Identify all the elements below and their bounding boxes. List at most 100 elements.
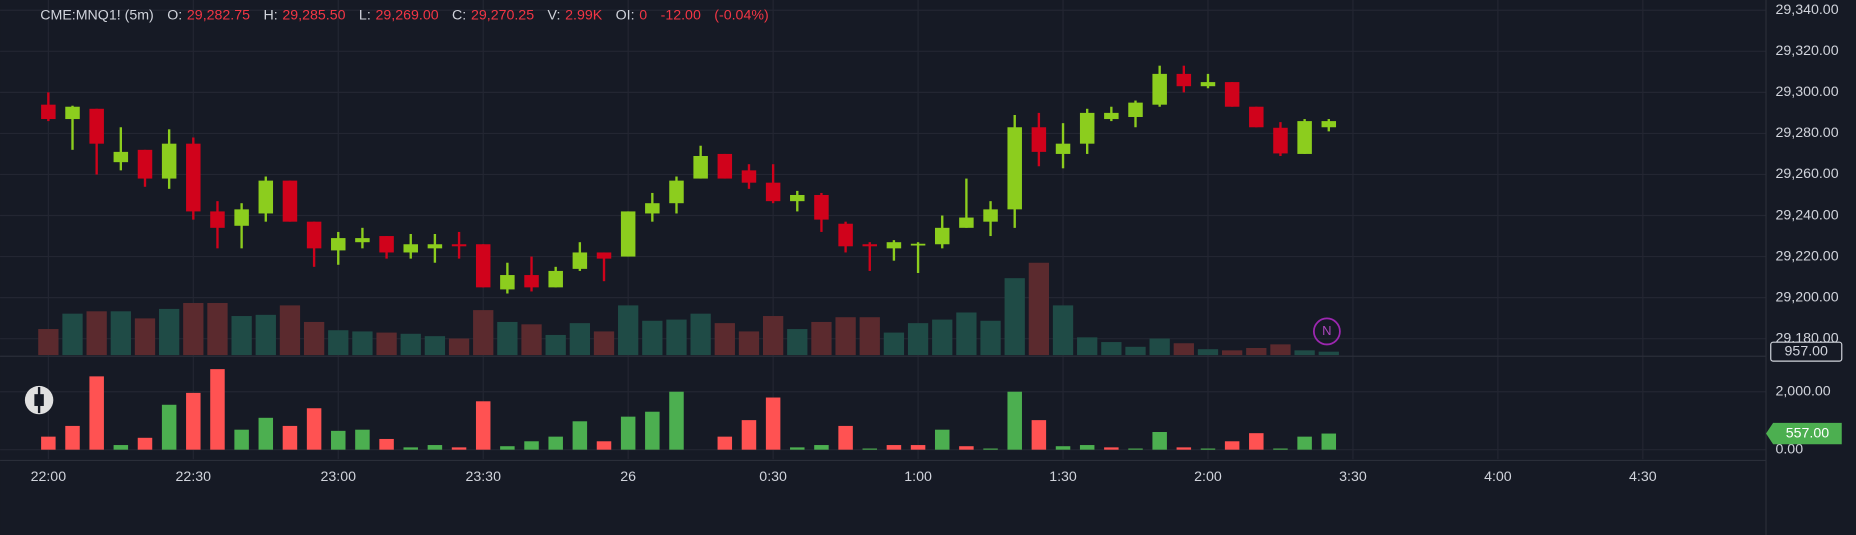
- x-tick-label: 0:30: [759, 469, 787, 485]
- indicator-bar: [331, 430, 346, 450]
- indicator-bar: [403, 447, 418, 450]
- indicator-bar: [1079, 445, 1095, 450]
- volume-bar: [907, 323, 929, 356]
- indicator-bar: [41, 436, 56, 450]
- y-tick-label: 29,260.00: [1775, 166, 1838, 182]
- volume-bar: [448, 338, 470, 356]
- volume-bar: [352, 331, 373, 356]
- indicator-bar: [524, 441, 539, 450]
- indicator-bar: [1055, 446, 1071, 450]
- candle-body: [1079, 112, 1095, 144]
- indicator-bar: [862, 448, 878, 450]
- indicator-bar: [210, 369, 225, 450]
- volume-bar: [738, 331, 760, 356]
- indicator-bar: [1200, 448, 1216, 450]
- marker-label: N: [1322, 323, 1331, 338]
- field-label: C:: [452, 7, 466, 23]
- volume-bar: [279, 305, 301, 356]
- volume-bar: [932, 319, 953, 356]
- volume-bar: [497, 321, 518, 356]
- volume-bar: [1004, 278, 1025, 356]
- indicator-bar: [1297, 436, 1312, 450]
- candle-body: [1249, 106, 1264, 128]
- candle-body: [572, 252, 588, 269]
- volume-bar: [38, 329, 59, 356]
- field-value: 29,282.75: [187, 7, 250, 23]
- y-tick-label: 29,300.00: [1775, 84, 1838, 100]
- indicator-bar: [1273, 448, 1288, 450]
- candle-body: [693, 155, 708, 179]
- indicator-bar: [186, 392, 201, 450]
- icon-body: [34, 394, 44, 406]
- x-tick-label: 26: [620, 469, 636, 485]
- volume-bar: [642, 320, 663, 356]
- x-tick-label: 2:00: [1194, 469, 1222, 485]
- indicator-bar: [1249, 433, 1264, 450]
- indicator-bar: [475, 401, 491, 450]
- volume-bar: [255, 314, 276, 356]
- change: -12.00: [661, 7, 701, 23]
- volume-bar: [1028, 262, 1050, 356]
- field-value: 2.99K: [565, 7, 603, 23]
- volume-bar: [593, 331, 615, 356]
- candle-body: [113, 151, 129, 163]
- y-tick-label: 29,340.00: [1775, 2, 1838, 18]
- event-marker[interactable]: N: [1312, 317, 1341, 346]
- indicator-bar: [113, 445, 129, 450]
- indicator-bar: [669, 391, 684, 450]
- candle-body: [306, 221, 322, 249]
- volume-bar: [1101, 342, 1122, 356]
- indicator-bar: [89, 376, 104, 450]
- volume-bar: [1221, 350, 1243, 356]
- x-tick-label: 4:00: [1484, 469, 1512, 485]
- candle-body: [1273, 127, 1288, 154]
- x-tick-label: 1:00: [904, 469, 932, 485]
- field-label: L:: [359, 7, 371, 23]
- y-tick-label: 29,320.00: [1775, 43, 1838, 59]
- volume-bar: [956, 312, 977, 356]
- indicator-bar: [572, 421, 588, 450]
- candle-body: [234, 209, 249, 226]
- last-value-label: 957.00: [1785, 343, 1829, 359]
- field-label: OI:: [616, 7, 635, 23]
- candle-body: [451, 244, 467, 247]
- volume-bar: [1052, 305, 1074, 356]
- y-tick-label: 29,220.00: [1775, 248, 1838, 264]
- volume-bar: [714, 323, 735, 356]
- indicator-bar: [838, 425, 853, 450]
- indicator-bar: [1104, 447, 1119, 450]
- x-tick-label: 23:30: [465, 469, 501, 485]
- change-percent: (-0.04%): [714, 7, 768, 23]
- candle-body: [1055, 143, 1071, 154]
- field-value: 29,270.25: [471, 7, 534, 23]
- volume-bar: [569, 323, 590, 356]
- volume-bar: [1246, 347, 1267, 356]
- candle-body: [862, 244, 878, 247]
- candle-body: [548, 270, 563, 288]
- volume-bar: [231, 316, 252, 356]
- candle-body: [765, 182, 781, 202]
- candle-body: [814, 194, 829, 220]
- volume-bar: [376, 332, 397, 356]
- indicator-bar: [741, 420, 757, 450]
- volume-bar: [303, 321, 325, 356]
- volume-bar: [762, 316, 784, 356]
- indicator-bar: [548, 436, 563, 450]
- indicator-bar: [137, 437, 153, 450]
- y-tick-label: 29,280.00: [1775, 125, 1838, 141]
- candle-body: [282, 180, 298, 222]
- volume-bar: [859, 317, 880, 356]
- candle-body: [161, 143, 177, 179]
- y-tick-label: 0.00: [1775, 441, 1803, 457]
- indicator-bar: [65, 425, 80, 450]
- indicator-bar: [234, 429, 249, 450]
- volume-bar: [183, 303, 204, 356]
- volume-bar: [787, 329, 808, 356]
- volume-bar: [62, 313, 83, 356]
- candle-body: [790, 194, 805, 202]
- candle-body: [137, 149, 153, 179]
- candle-body: [1321, 121, 1337, 128]
- indicator-icon[interactable]: [24, 385, 54, 415]
- candle-body: [1152, 73, 1167, 105]
